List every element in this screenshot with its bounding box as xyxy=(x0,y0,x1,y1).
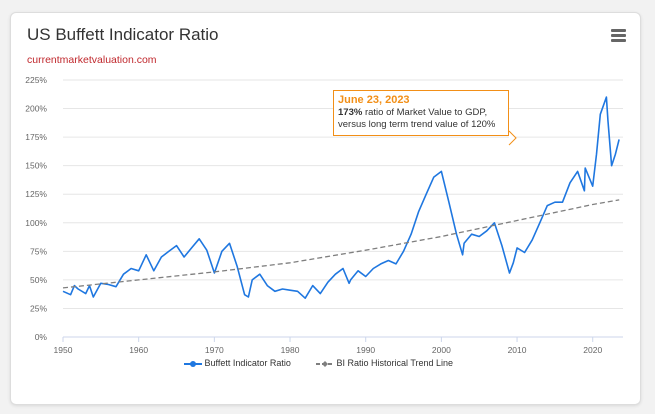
legend-series-label: Buffett Indicator Ratio xyxy=(204,358,291,368)
legend-trend[interactable]: BI Ratio Historical Trend Line xyxy=(316,358,453,369)
y-tick-label: 100% xyxy=(25,218,47,228)
legend-series[interactable]: Buffett Indicator Ratio xyxy=(184,358,291,369)
legend-series-marker xyxy=(184,360,202,367)
y-tick-label: 200% xyxy=(25,104,47,114)
y-tick-label: 175% xyxy=(25,132,47,142)
y-tick-label: 0% xyxy=(35,332,48,342)
x-tick-label: 1990 xyxy=(356,345,375,355)
chart-subtitle[interactable]: currentmarketvaluation.com xyxy=(27,54,157,66)
annotation-box: June 23, 2023 173% ratio of Market Value… xyxy=(333,90,509,136)
x-tick-label: 1950 xyxy=(54,345,73,355)
y-tick-label: 150% xyxy=(25,161,47,171)
legend-trend-label: BI Ratio Historical Trend Line xyxy=(336,358,454,368)
y-tick-label: 225% xyxy=(25,75,47,85)
annotation-date: June 23, 2023 xyxy=(338,94,410,106)
y-tick-label: 50% xyxy=(30,275,47,285)
annotation-value: 173% xyxy=(338,107,363,118)
series-line-buffett-indicator xyxy=(62,96,620,299)
series-line-trend xyxy=(62,199,620,289)
hamburger-menu-icon[interactable] xyxy=(611,29,626,42)
annotation-line2: versus long term trend value of 120% xyxy=(338,118,496,130)
annotation-pointer xyxy=(508,130,517,146)
chart-card: US Buffett Indicator Ratio currentmarket… xyxy=(10,12,641,405)
x-tick-label: 1970 xyxy=(205,345,224,355)
y-tick-label: 25% xyxy=(30,303,47,313)
annotation-line1: 173% ratio of Market Value to GDP, xyxy=(338,107,504,119)
x-tick-label: 1960 xyxy=(129,345,148,355)
annotation-line1-text: ratio of Market Value to GDP, xyxy=(362,107,488,118)
x-tick-label: 2000 xyxy=(432,345,451,355)
x-tick-label: 2010 xyxy=(508,345,527,355)
y-tick-label: 75% xyxy=(30,246,47,256)
chart-title: US Buffett Indicator Ratio xyxy=(27,25,219,44)
legend-trend-marker xyxy=(316,360,334,367)
x-tick-label: 2020 xyxy=(583,345,602,355)
y-tick-label: 125% xyxy=(25,189,47,199)
x-tick-label: 1980 xyxy=(281,345,300,355)
